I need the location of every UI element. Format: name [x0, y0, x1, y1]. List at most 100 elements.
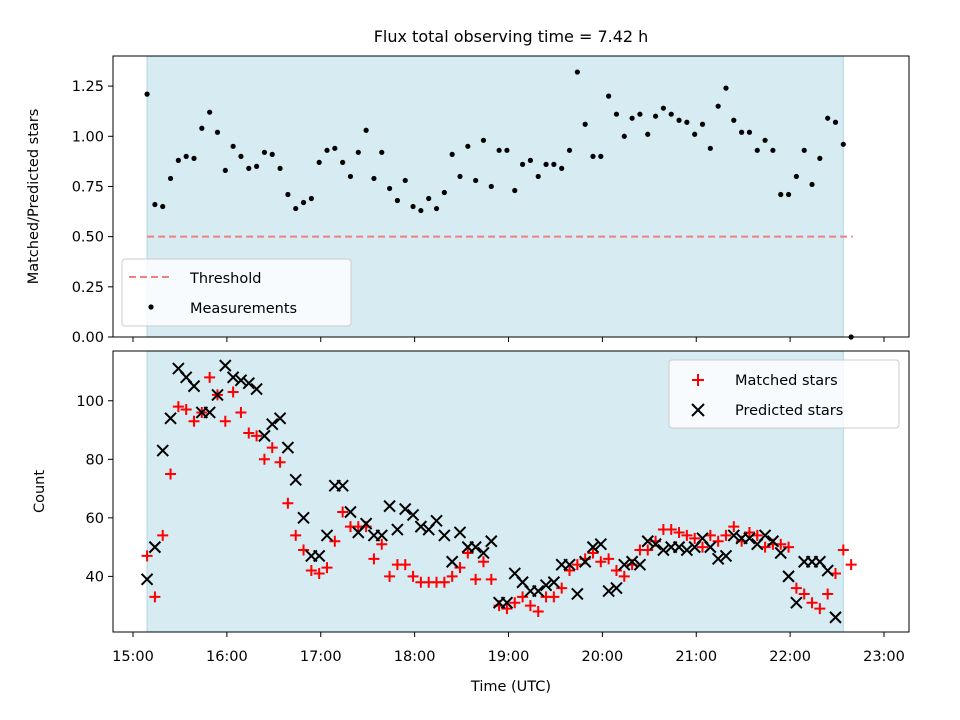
matched-stars-points: [141, 371, 857, 618]
measurement-point: [222, 167, 228, 174]
ratio-y-tick-label: 0.00: [72, 330, 104, 346]
matched-star-point: [243, 427, 255, 439]
predicted-star-point: [414, 520, 428, 533]
predicted-star-point: [719, 549, 733, 563]
matched-star-point: [384, 570, 396, 582]
legend-matched-label: Matched stars: [735, 373, 838, 389]
predicted-star-point: [586, 540, 600, 554]
measurement-point: [355, 149, 361, 155]
measurement-point: [379, 149, 385, 155]
measurement-point: [308, 195, 314, 202]
matched-star-point: [642, 544, 654, 556]
predicted-star-point: [704, 540, 717, 554]
measurement-point: [230, 143, 236, 149]
matched-star-point: [290, 529, 302, 541]
matched-star-point: [274, 456, 286, 468]
measurement-point: [778, 191, 784, 198]
predicted-star-point: [743, 532, 756, 545]
x-tick-label: 20:00: [581, 649, 623, 665]
measurement-point: [371, 175, 377, 182]
measurement-point: [840, 141, 846, 147]
predicted-star-point: [140, 573, 154, 586]
measurement-point: [739, 129, 745, 135]
measurement-point: [801, 147, 807, 153]
measurement-point: [277, 165, 283, 171]
matched-star-point: [728, 521, 740, 533]
predicted-star-point: [782, 570, 795, 583]
predicted-star-point: [539, 578, 553, 592]
predicted-star-point: [320, 529, 334, 542]
measurement-point: [238, 153, 244, 159]
count-legend-box: [668, 359, 900, 429]
x-tick-label: 22:00: [769, 649, 811, 665]
measurement-point: [316, 159, 322, 165]
predicted-star-point: [242, 376, 255, 390]
measurement-point: [559, 165, 565, 171]
predicted-star-point: [234, 374, 248, 387]
matched-star-point: [509, 597, 521, 609]
predicted-star-point: [383, 499, 396, 513]
measurement-point: [785, 191, 792, 198]
measurement-point: [254, 163, 260, 169]
legend-matched-swatch: [692, 374, 704, 386]
matched-star-point: [470, 573, 482, 585]
measurement-point: [519, 161, 526, 167]
matched-star-point: [251, 430, 263, 442]
matched-star-point: [204, 371, 216, 383]
predicted-star-point: [250, 382, 263, 396]
measurement-point: [832, 119, 839, 125]
measurement-point: [324, 147, 330, 153]
measurement-point: [590, 153, 596, 159]
matched-star-point: [149, 591, 161, 603]
measurement-point: [817, 155, 823, 161]
predicted-star-point: [219, 359, 232, 372]
matched-star-point: [298, 544, 310, 556]
matched-star-point: [697, 541, 709, 553]
predicted-star-point: [156, 444, 169, 457]
predicted-star-point: [594, 537, 608, 551]
predicted-star-point: [258, 429, 271, 443]
measurement-point: [660, 105, 666, 111]
measurement-point: [183, 153, 189, 159]
measurement-point: [699, 121, 706, 127]
predicted-star-point: [547, 576, 561, 589]
ratio-y-tick-label: 0.25: [72, 280, 104, 296]
predicted-star-point: [266, 417, 279, 431]
predicted-star-point: [485, 535, 498, 548]
matched-star-point: [368, 553, 380, 565]
predicted-star-point: [618, 558, 631, 571]
measurement-point: [684, 119, 690, 125]
measurement-point: [167, 175, 174, 182]
predicted-star-point: [680, 543, 694, 557]
count-y-axis-label: Count: [32, 470, 48, 513]
count-y-tick-label: 60: [86, 511, 104, 527]
x-tick-label: 16:00: [206, 649, 248, 665]
matched-star-point: [814, 603, 826, 615]
matched-star-point: [712, 535, 724, 547]
matched-star-point: [743, 526, 755, 538]
legend-predicted-swatch: [691, 403, 705, 417]
predicted-star-point: [625, 555, 639, 568]
predicted-star-point: [203, 406, 216, 419]
measurement-point: [793, 173, 799, 180]
matched-star-point: [556, 582, 568, 594]
count-y-tick-label: 80: [86, 452, 104, 468]
count-y-tick-label: 100: [76, 394, 104, 410]
predicted-star-point: [766, 535, 780, 548]
matched-star-point: [595, 556, 607, 568]
x-axis-label: Time (UTC): [470, 679, 551, 695]
measurement-point: [715, 103, 721, 109]
matched-star-point: [446, 570, 458, 582]
matched-star-point: [673, 526, 685, 538]
matched-star-point: [165, 468, 177, 480]
matched-star-point: [321, 562, 333, 574]
ratio-legend-box: [121, 258, 352, 327]
measurement-point: [199, 125, 205, 131]
measurement-point: [535, 173, 541, 180]
measurement-point: [496, 147, 502, 153]
predicted-star-point: [469, 540, 482, 554]
count-panel: 40 60 80 100 15:00 16:00 17:00 18:00 19:00 20:00…: [32, 350, 910, 695]
measurement-point: [825, 115, 831, 121]
predicted-star-point: [727, 529, 741, 542]
matched-star-point: [454, 562, 466, 574]
